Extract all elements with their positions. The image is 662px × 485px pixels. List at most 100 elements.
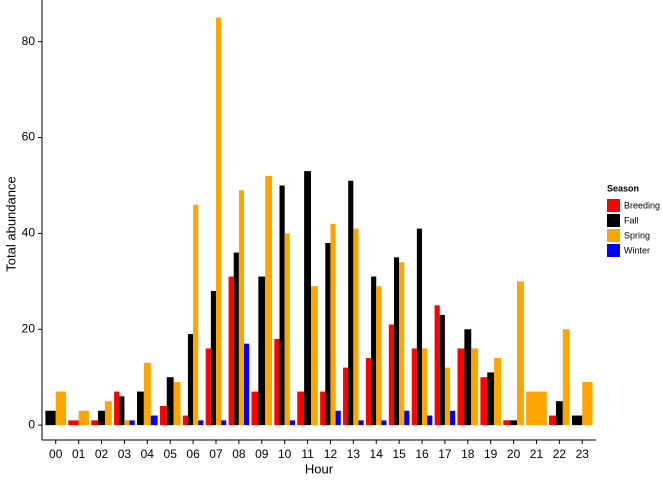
- y-tick-label: 40: [22, 226, 36, 240]
- bar: [371, 276, 377, 426]
- bar: [210, 290, 216, 426]
- bar: [114, 391, 120, 426]
- bar: [98, 410, 105, 426]
- bar: [119, 396, 125, 426]
- bar: [173, 382, 181, 426]
- legend-key: [607, 214, 620, 227]
- legend-title: Season: [607, 183, 639, 193]
- bar: [159, 405, 167, 426]
- bar: [166, 377, 174, 426]
- bar: [124, 420, 130, 426]
- bar: [182, 415, 188, 426]
- bar: [68, 420, 79, 426]
- bar: [193, 204, 199, 426]
- x-tick-label: 01: [72, 447, 86, 461]
- x-tick-label: 10: [278, 447, 292, 461]
- bar: [450, 410, 456, 426]
- bar: [104, 401, 112, 426]
- bar: [258, 276, 266, 426]
- bar: [238, 190, 245, 426]
- bar: [503, 420, 511, 426]
- bar: [187, 334, 194, 426]
- bar: [457, 348, 465, 426]
- legend-label: Spring: [624, 230, 650, 240]
- x-tick-label: 12: [324, 447, 338, 461]
- bar: [137, 391, 144, 426]
- x-tick-label: 11: [301, 447, 314, 461]
- bar: [510, 420, 518, 426]
- bar: [526, 391, 547, 426]
- bar: [365, 358, 372, 426]
- legend-key: [607, 244, 620, 257]
- bar: [221, 420, 227, 426]
- x-axis-label: Hour: [305, 461, 334, 476]
- bar: [205, 348, 211, 426]
- bar: [411, 348, 417, 426]
- x-tick-label: 07: [209, 447, 223, 461]
- x-tick-label: 16: [415, 447, 429, 461]
- bar: [388, 324, 394, 426]
- legend-label: Breeding: [624, 200, 660, 210]
- y-axis-label: Total abundance: [3, 176, 18, 271]
- bar: [555, 401, 563, 426]
- x-tick-label: 00: [49, 447, 63, 461]
- bar: [233, 252, 239, 426]
- bar: [376, 286, 382, 426]
- bar: [517, 281, 524, 426]
- x-tick-label: 18: [461, 447, 475, 461]
- bar: [215, 17, 222, 426]
- bar: [571, 415, 583, 426]
- bar: [265, 175, 273, 426]
- x-tick-label: 14: [370, 447, 384, 461]
- x-tick-label: 04: [141, 447, 155, 461]
- x-tick-label: 15: [392, 447, 406, 461]
- bar: [244, 343, 250, 426]
- x-tick-label: 13: [347, 447, 361, 461]
- legend-label: Winter: [624, 245, 650, 255]
- legend-key: [607, 229, 620, 242]
- bar: [358, 420, 364, 426]
- bar: [284, 233, 290, 426]
- x-tick-label: 08: [232, 447, 246, 461]
- bar: [381, 420, 387, 426]
- x-tick-label: 09: [255, 447, 269, 461]
- x-tick-label: 02: [95, 447, 109, 461]
- bar: [279, 185, 285, 426]
- bar: [325, 243, 331, 426]
- legend-label: Fall: [624, 215, 639, 225]
- x-tick-label: 21: [530, 447, 544, 461]
- bar: [562, 329, 570, 426]
- bar: [297, 391, 305, 426]
- bar: [427, 415, 433, 426]
- bar: [399, 262, 405, 426]
- bar: [55, 391, 67, 426]
- bar: [582, 382, 593, 426]
- x-tick-label: 19: [484, 447, 498, 461]
- x-tick-label: 03: [118, 447, 132, 461]
- bar: [464, 329, 472, 426]
- bar: [91, 420, 99, 426]
- bar: [416, 228, 423, 426]
- bar: [143, 362, 151, 426]
- x-tick-label: 05: [164, 447, 178, 461]
- bar: [480, 377, 488, 426]
- bar: [310, 286, 318, 426]
- bar: [320, 391, 326, 426]
- bar: [304, 171, 311, 426]
- bar: [422, 348, 428, 426]
- y-tick-label: 20: [22, 321, 36, 335]
- x-tick-label: 17: [438, 447, 452, 461]
- bar: [439, 314, 445, 426]
- y-tick-label: 0: [28, 417, 35, 431]
- bar: [78, 410, 89, 426]
- bar: [444, 367, 451, 426]
- bar: [343, 367, 349, 426]
- bar: [348, 180, 354, 426]
- bar: [251, 391, 259, 426]
- bar: [228, 276, 234, 426]
- bar: [198, 420, 204, 426]
- bar: [549, 415, 556, 426]
- bar: [393, 257, 400, 426]
- bar: [404, 410, 410, 426]
